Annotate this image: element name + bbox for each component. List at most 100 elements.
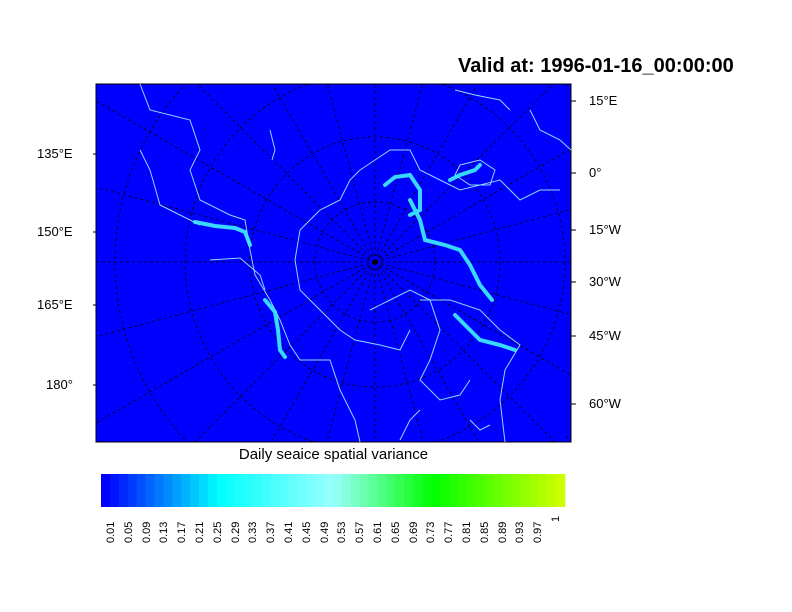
lon-label-right: 60°W <box>589 396 621 411</box>
colorbar-label: 0.37 <box>265 521 278 543</box>
colorbar-box <box>377 474 387 507</box>
meridian-line <box>374 261 571 376</box>
colorbar-box <box>225 474 236 507</box>
colorbar-box <box>457 474 468 507</box>
colorbar-box <box>359 474 369 507</box>
parallel-line <box>314 201 436 323</box>
colorbar-box <box>333 474 343 507</box>
meridian-line <box>374 148 571 263</box>
colorbar-box <box>324 474 334 507</box>
colorbar-label: 0.45 <box>300 521 313 543</box>
colorbar-label: 0.49 <box>318 521 331 543</box>
meridian-line <box>374 85 478 263</box>
colorbar-label: 0.17 <box>176 521 189 543</box>
colorbar-box <box>413 474 423 507</box>
meridian-line <box>271 261 376 441</box>
colorbar-label: 0.69 <box>407 521 420 543</box>
colorbar-box <box>163 474 173 507</box>
colorbar-box <box>243 474 253 507</box>
colorbar-label: 0.13 <box>158 521 171 543</box>
colorbar-box <box>493 474 503 507</box>
graticule <box>95 84 571 442</box>
colorbar-box <box>422 474 432 507</box>
meridian-line <box>374 261 479 441</box>
colorbar-box <box>538 474 548 507</box>
axis-ticks <box>93 100 576 405</box>
colorbar-box <box>440 474 450 507</box>
lon-label-left: 180° <box>46 377 73 392</box>
colorbar-label: 0.05 <box>122 521 135 543</box>
colorbar-label: 0.33 <box>247 521 260 543</box>
colorbar-label: 0.77 <box>443 521 456 543</box>
lon-label-right: 30°W <box>589 274 621 289</box>
colorbar-title: Daily seaice spatial variance <box>238 446 429 463</box>
colorbar-label: 0.89 <box>496 521 509 543</box>
lon-label-right: 15°W <box>589 222 621 237</box>
lon-label-left: 150°E <box>37 224 73 239</box>
colorbar-label: 0.81 <box>461 521 473 543</box>
colorbar-box <box>350 474 361 507</box>
colorbar-label: 0.85 <box>478 521 491 543</box>
lon-label-right: 0° <box>589 165 602 180</box>
colorbar-box <box>288 474 298 507</box>
colorbar-label: 0.61 <box>372 521 384 543</box>
colorbar-box <box>172 474 182 507</box>
colorbar-box <box>484 474 494 507</box>
meridian-line <box>272 85 376 263</box>
parallel-line <box>249 136 501 388</box>
colorbar-box <box>502 474 512 507</box>
colorbar-label: 0.25 <box>211 521 224 543</box>
colorbar-label: 0.09 <box>140 521 153 543</box>
colorbar-box <box>234 474 245 507</box>
meridian-line <box>374 261 571 315</box>
colorbar-box <box>431 474 441 507</box>
colorbar-box <box>306 474 316 507</box>
parallel-line <box>114 84 186 440</box>
colorbar-label: 0.21 <box>194 521 206 543</box>
plot-title: Valid at: 1996-01-16_00:00:00 <box>458 55 734 77</box>
colorbar-box <box>297 474 307 507</box>
meridian-line <box>96 187 376 263</box>
colorbar-box <box>511 474 521 507</box>
colorbar-box <box>368 474 378 507</box>
colorbar-box <box>118 474 129 507</box>
colorbar-box <box>466 474 477 507</box>
colorbar-label: 0.73 <box>425 521 438 543</box>
colorbar-box <box>449 474 459 507</box>
colorbar-label: 0.57 <box>354 521 367 543</box>
parallel-line <box>184 84 314 442</box>
colorbar-label: 0.53 <box>336 521 349 543</box>
colorbar-box <box>101 474 111 507</box>
colorbar-label: 0.29 <box>229 521 242 543</box>
colorbar-box <box>529 474 539 507</box>
colorbar-box <box>252 474 262 507</box>
lon-label-left: 165°E <box>37 297 73 312</box>
map-background <box>95 83 572 443</box>
colorbar-box <box>208 474 218 507</box>
meridian-line <box>374 84 423 263</box>
colorbar-box <box>261 474 271 507</box>
colorbar-label: 0.01 <box>105 521 117 543</box>
colorbar-box <box>315 474 325 507</box>
colorbar-box <box>520 474 530 507</box>
colorbar <box>101 474 566 507</box>
colorbar-box <box>341 474 352 507</box>
meridian-line <box>195 261 376 442</box>
colorbar-label: 0.65 <box>389 521 402 543</box>
parallel-line <box>564 84 569 89</box>
colorbar-box <box>270 474 280 507</box>
colorbar-box <box>217 474 227 507</box>
colorbar-box <box>386 474 396 507</box>
colorbar-box <box>556 474 566 507</box>
colorbar-box <box>279 474 289 507</box>
colorbar-box <box>145 474 155 507</box>
colorbar-label: 0.97 <box>532 521 545 543</box>
coastlines <box>139 83 572 443</box>
parallel-line <box>442 84 566 262</box>
colorbar-box <box>181 474 191 507</box>
colorbar-box <box>404 474 414 507</box>
colorbar-box <box>109 474 120 507</box>
colorbar-box <box>190 474 200 507</box>
parallel-line <box>564 435 569 440</box>
